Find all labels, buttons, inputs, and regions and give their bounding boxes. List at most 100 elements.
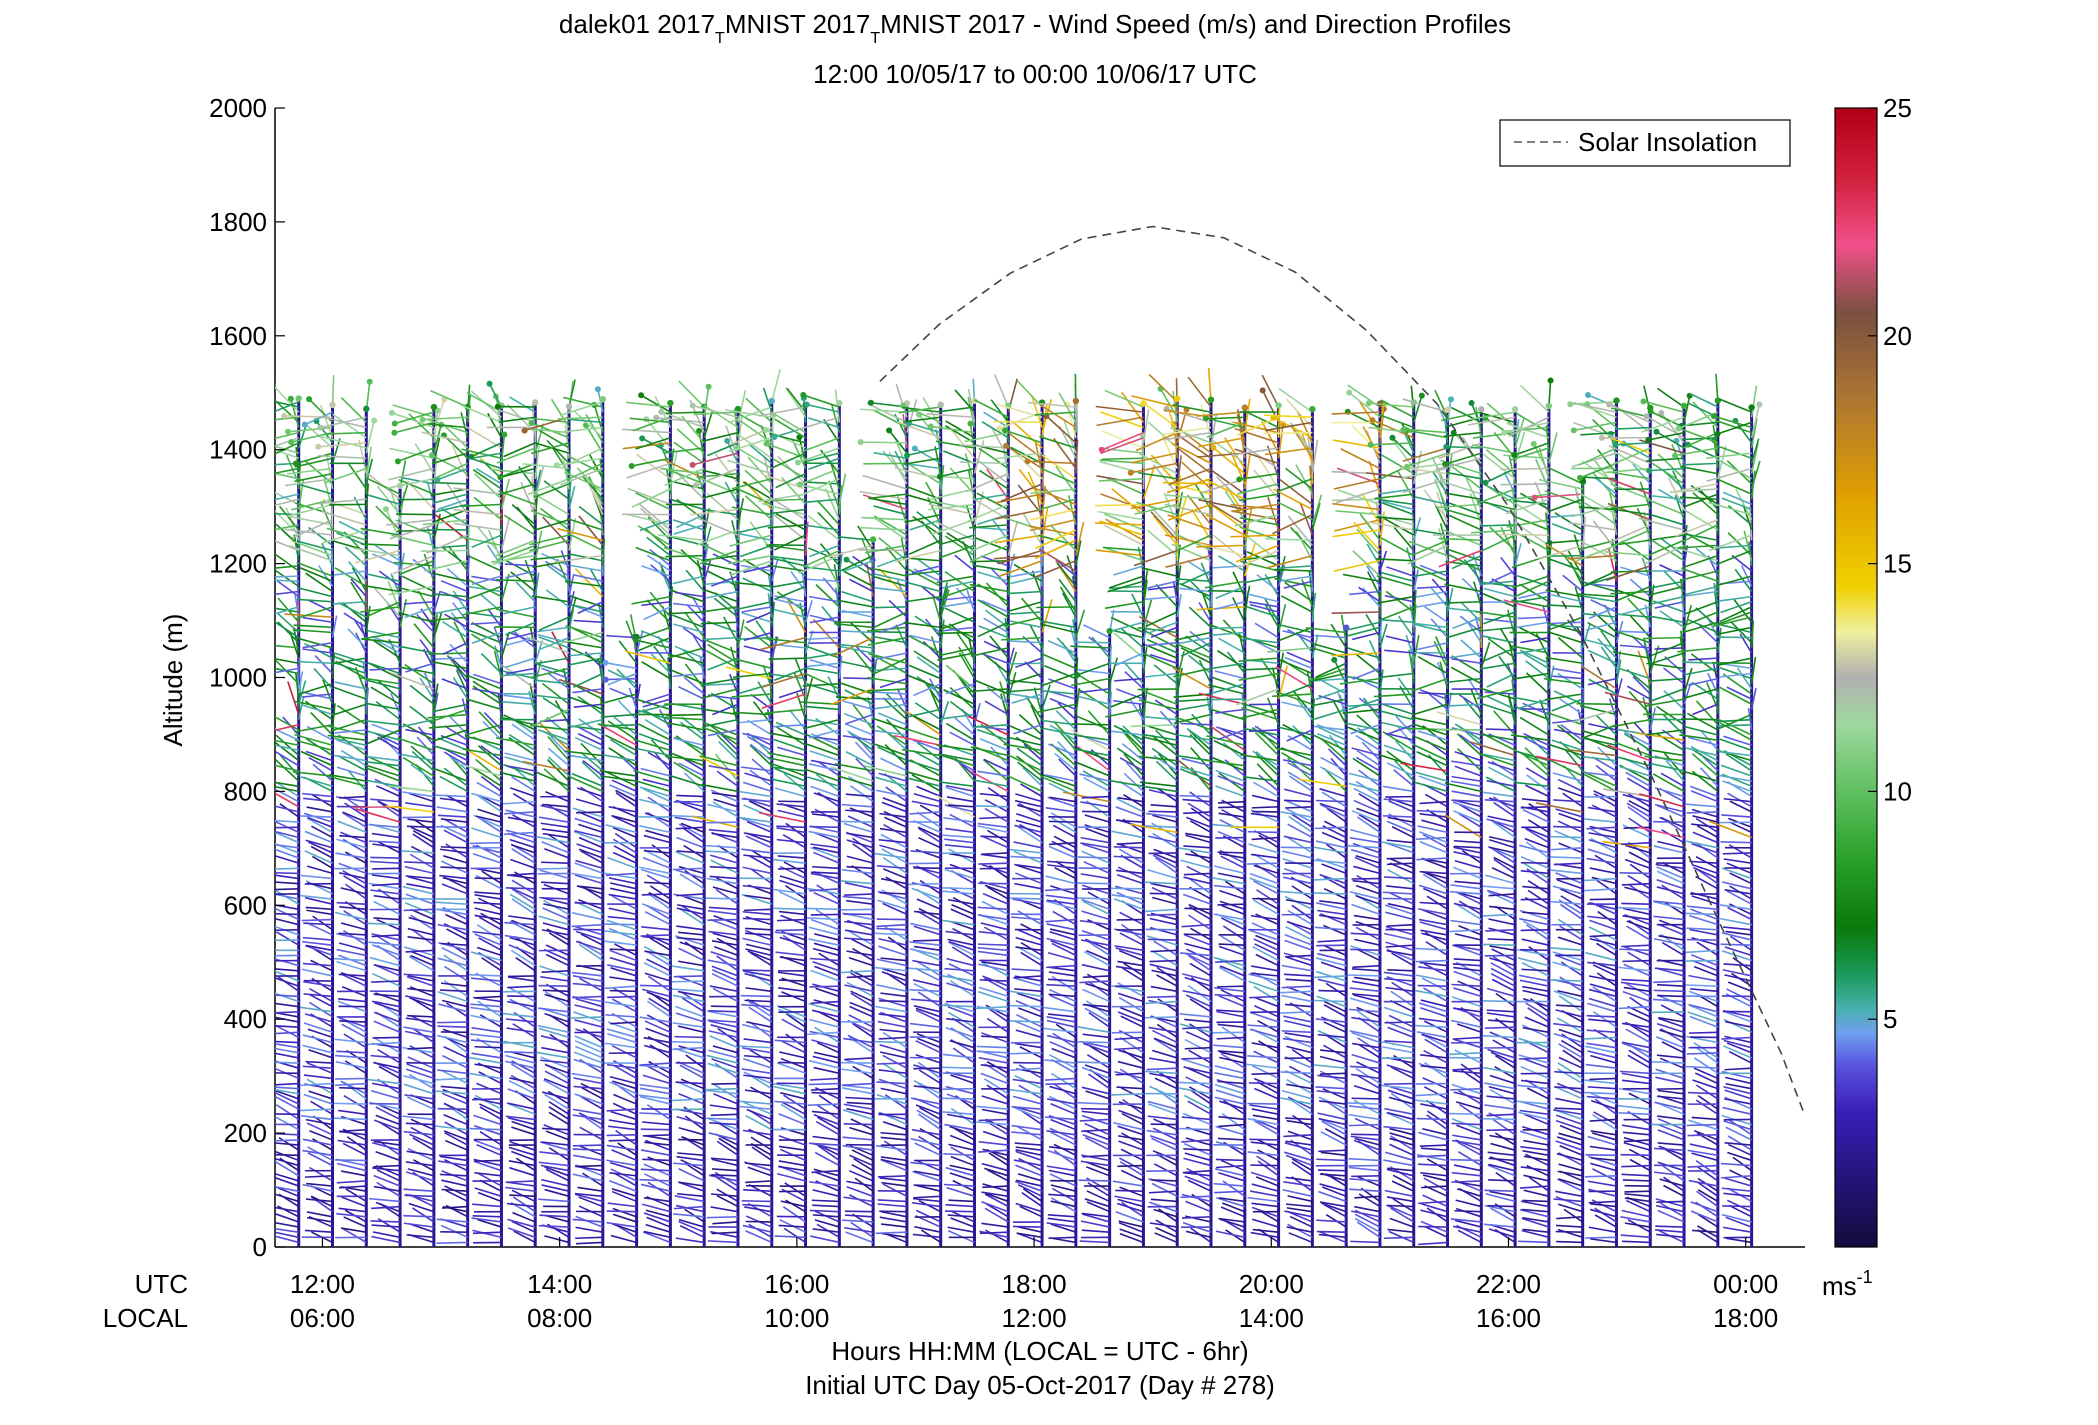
wind-barb [808, 1002, 840, 1013]
wind-barb [803, 705, 840, 711]
wind-barb [670, 774, 705, 788]
wind-barb [373, 1174, 401, 1187]
wind-barb [744, 495, 773, 521]
wind-barb [646, 1216, 671, 1228]
wind-barb [877, 1203, 907, 1208]
wind-barb [1011, 420, 1043, 449]
wind-barb [912, 1233, 941, 1239]
profile-column [351, 460, 410, 1247]
wind-barb [604, 985, 637, 990]
wind-barb-dot [1074, 671, 1081, 678]
wind-barb [711, 965, 739, 977]
wind-barb [610, 967, 637, 977]
wind-barb [848, 956, 874, 967]
wind-barb [434, 493, 468, 504]
wind-barb [747, 719, 773, 736]
wind-barb [506, 667, 536, 675]
wind-barb [877, 712, 908, 726]
wind-barb [362, 638, 401, 644]
wind-barb [973, 723, 1009, 729]
wind-barb [404, 606, 435, 619]
wind-barb [946, 982, 975, 993]
wind-barb [440, 866, 468, 870]
wind-barb [444, 1139, 468, 1151]
wind-barb [913, 1184, 941, 1187]
wind-barb [573, 1154, 603, 1162]
wind-barb [1048, 845, 1077, 859]
wind-barb [1118, 1135, 1144, 1141]
wind-barb [879, 891, 907, 895]
wind-barb [348, 770, 367, 792]
wind-barb [882, 856, 908, 875]
wind-barb [767, 751, 806, 762]
wind-barb [545, 803, 570, 818]
wind-barb [1178, 587, 1212, 593]
wind-barb [777, 809, 806, 818]
wind-barb [402, 756, 435, 777]
wind-barb [678, 865, 705, 875]
wind-barb [508, 915, 536, 921]
wind-barb [1019, 1205, 1043, 1218]
wind-barb [375, 1106, 401, 1121]
wind-barb [407, 818, 434, 823]
wind-barb [758, 493, 806, 503]
wind-barb [343, 875, 367, 890]
wind-barb [367, 494, 401, 506]
wind-barb [913, 1195, 941, 1199]
wind-barb [539, 1214, 570, 1218]
wind-barb [683, 676, 705, 695]
wind-barb [303, 797, 333, 803]
wind-barb [506, 1000, 536, 1008]
wind-barb [1215, 1140, 1246, 1151]
wind-barb [978, 1140, 1009, 1146]
wind-barb [840, 880, 874, 885]
wind-barb [443, 1130, 468, 1141]
wind-barb [843, 1037, 874, 1044]
wind-barb [442, 621, 469, 639]
wind-barb [572, 573, 603, 583]
wind-barb [808, 830, 840, 839]
wind-barb [984, 1193, 1009, 1208]
wind-barb [1081, 1110, 1110, 1116]
wind-barb [1217, 1137, 1245, 1141]
wind-barb [1231, 510, 1279, 521]
wind-barb [814, 1219, 840, 1228]
wind-barb [611, 1190, 637, 1203]
wind-barb [505, 1060, 536, 1069]
wind-barb [453, 487, 502, 495]
wind-barb [711, 792, 739, 798]
wind-barb [306, 1122, 333, 1136]
wind-barb [299, 541, 333, 552]
wind-barb [647, 892, 671, 910]
wind-barb [1130, 723, 1178, 728]
wind-barb [275, 723, 299, 732]
wind-barb [1178, 847, 1212, 854]
wind-barb [440, 942, 468, 946]
wind-barb [275, 644, 299, 649]
wind-barb [476, 781, 502, 798]
wind-barb [744, 932, 772, 936]
wind-barb [1095, 405, 1144, 413]
wind-barb [760, 636, 806, 651]
wind-barb [977, 770, 1009, 777]
wind-barb [950, 1146, 975, 1162]
wind-barb [305, 750, 333, 762]
wind-barb [917, 991, 942, 1008]
wind-barb [515, 957, 536, 972]
wind-barb [479, 1179, 502, 1192]
wind-barb [678, 1181, 705, 1192]
wind-barb [606, 1108, 637, 1112]
wind-barb [398, 611, 435, 624]
wind-barb [401, 753, 435, 762]
wind-barb [574, 1193, 604, 1203]
wind-barb [526, 417, 570, 424]
wind-barb [511, 776, 536, 793]
wind-barb [746, 735, 773, 752]
wind-barb [339, 906, 367, 911]
wind-barb [981, 1108, 1009, 1116]
wind-barb [1180, 722, 1212, 726]
wind-barb [464, 723, 502, 736]
wind-barb [529, 539, 570, 552]
wind-barb [1154, 1077, 1178, 1090]
wind-barb [846, 865, 874, 870]
